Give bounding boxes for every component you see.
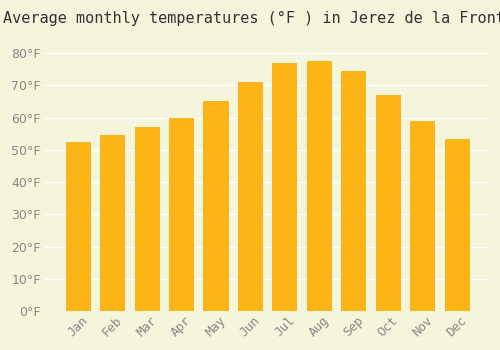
Bar — [342, 71, 365, 311]
Bar — [376, 95, 400, 311]
Bar — [169, 118, 193, 311]
Bar — [66, 142, 90, 311]
Bar — [410, 121, 434, 311]
Bar — [100, 135, 124, 311]
Bar — [134, 127, 158, 311]
Bar — [272, 63, 296, 311]
Title: Average monthly temperatures (°F ) in Jerez de la Frontera: Average monthly temperatures (°F ) in Je… — [2, 11, 500, 26]
Bar — [444, 139, 468, 311]
Bar — [238, 82, 262, 311]
Bar — [204, 102, 228, 311]
Bar — [307, 61, 331, 311]
